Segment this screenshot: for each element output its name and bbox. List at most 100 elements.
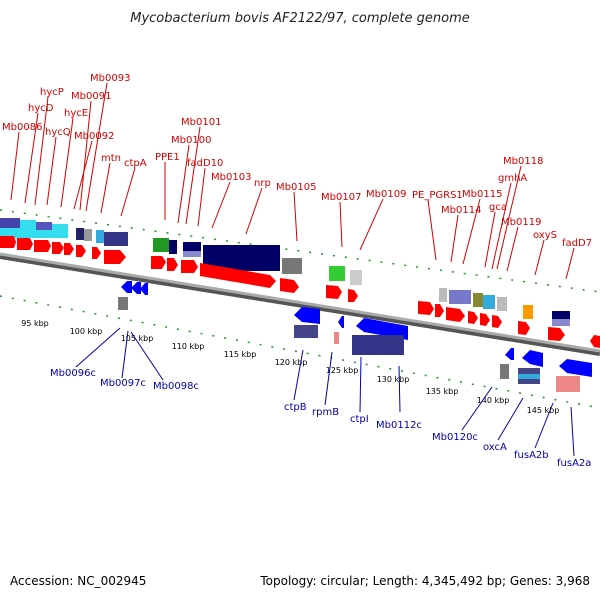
gene-box (52, 224, 68, 232)
callout-line (534, 239, 545, 276)
forward-gene (418, 301, 434, 315)
callout-line (398, 365, 401, 413)
gene-label-mb0105: Mb0105 (276, 182, 316, 193)
gene-box (329, 266, 345, 281)
gene-label-mtn: mtn (101, 153, 121, 164)
callout-line (570, 406, 575, 457)
scale-label: 120 kbp (275, 358, 308, 367)
gene-label-mb0103: Mb0103 (211, 172, 251, 183)
gene-label-mb0107: Mb0107 (321, 192, 361, 203)
callout-line (245, 187, 263, 235)
callout-line (497, 397, 524, 441)
callout-line (73, 140, 93, 210)
gene-label-ctpi: ctpI (350, 414, 369, 425)
forward-gene (0, 236, 16, 248)
reverse-gene (505, 348, 514, 360)
callout-line (324, 351, 333, 406)
reverse-gene (338, 316, 344, 328)
scale-label: 100 kbp (70, 327, 103, 336)
reverse-gene-box (294, 325, 318, 338)
reverse-gene (356, 318, 408, 340)
forward-gene (92, 247, 101, 259)
gene-box (96, 230, 104, 243)
callout-line (10, 131, 20, 201)
gene-label-mb0119: Mb0119 (501, 217, 541, 228)
gene-box (0, 218, 20, 228)
accession-text: Accession: NC_002945 (10, 574, 147, 588)
callout-line (565, 247, 575, 280)
gene-label-fadd7: fadD7 (562, 238, 592, 249)
forward-gene (64, 243, 74, 255)
gene-label-gca: gca (489, 202, 507, 213)
forward-gene-arrows (0, 236, 600, 348)
reverse-gene (121, 281, 132, 293)
scale-label: 125 kbp (326, 366, 359, 375)
reverse-gene-box (518, 368, 540, 374)
gene-label-fadd10: fadD10 (187, 158, 223, 169)
gene-label-fusa2b: fusA2b (514, 450, 549, 461)
forward-gene (104, 250, 126, 264)
gene-box (20, 220, 36, 228)
forward-gene (435, 304, 444, 317)
forward-gene (326, 285, 342, 299)
callout-line (506, 226, 519, 272)
gene-label-mb0118: Mb0118 (503, 156, 543, 167)
gene-box (36, 222, 52, 230)
callout-line (24, 112, 39, 204)
reverse-gene-box (500, 364, 509, 379)
gene-box (552, 319, 570, 326)
bottom-gene-labels: Mb0096c Mb0097c Mb0098c ctpB rpmB ctpI M… (50, 368, 591, 469)
forward-gene (52, 242, 64, 254)
reverse-gene-box (352, 335, 404, 355)
forward-gene (548, 327, 565, 341)
reverse-gene-box (518, 379, 540, 384)
forward-gene (590, 335, 600, 348)
gene-box (169, 240, 177, 254)
gene-label-mb0100: Mb0100 (171, 135, 211, 146)
gene-label-mb0086: Mb0086 (2, 122, 42, 133)
forward-gene (151, 256, 166, 269)
forward-tick-track (0, 209, 600, 293)
map-title: Mycobacterium bovis AF2122/97, complete … (130, 11, 469, 26)
gene-label-mb0093: Mb0093 (90, 73, 130, 84)
callout-line (130, 331, 164, 381)
forward-gene (518, 321, 530, 335)
gene-box (473, 293, 483, 307)
callout-line (100, 162, 111, 214)
reverse-gene (294, 307, 320, 324)
callout-line (46, 136, 57, 206)
gene-box (523, 305, 533, 319)
gene-label-hycd: hycD (28, 103, 54, 114)
gene-box (84, 229, 92, 241)
forward-gene (468, 311, 478, 324)
reverse-gene (131, 282, 141, 294)
gene-label-mb0101: Mb0101 (181, 117, 221, 128)
gene-label-mb0091: Mb0091 (71, 91, 111, 102)
forward-gene (17, 238, 33, 250)
gene-label-pe-pgrs1: PE_PGRS1 (412, 190, 463, 201)
callout-line (79, 100, 92, 211)
gene-label-oxca: oxcA (483, 442, 507, 453)
forward-gene (492, 315, 502, 328)
scale-label: 135 kbp (426, 387, 459, 396)
gene-box (183, 251, 201, 257)
gene-box (552, 311, 570, 319)
gene-label-ctpa: ctpA (124, 158, 147, 169)
forward-gene (76, 245, 86, 257)
gene-label-nrp: nrp (254, 178, 271, 189)
gene-box (497, 297, 507, 311)
gene-box (104, 232, 128, 246)
forward-gene (34, 240, 51, 252)
callout-line (211, 181, 231, 229)
gene-label-mb0120c: Mb0120c (432, 432, 478, 443)
callout-line (177, 144, 190, 224)
gene-label-fusa2a: fusA2a (557, 458, 591, 469)
scale-labels: 95 kbp 100 kbp 105 kbp 110 kbp 115 kbp 1… (21, 319, 559, 415)
callout-line (339, 201, 343, 248)
scale-label: 115 kbp (224, 350, 257, 359)
top-gene-labels: Mb0086 hycD hycQ hycP hycE Mb0092 Mb0091… (2, 73, 592, 249)
gene-label-mb0098c: Mb0098c (153, 381, 199, 392)
forward-gene (167, 258, 178, 271)
scale-label: 95 kbp (21, 319, 49, 328)
callout-line (60, 117, 74, 208)
